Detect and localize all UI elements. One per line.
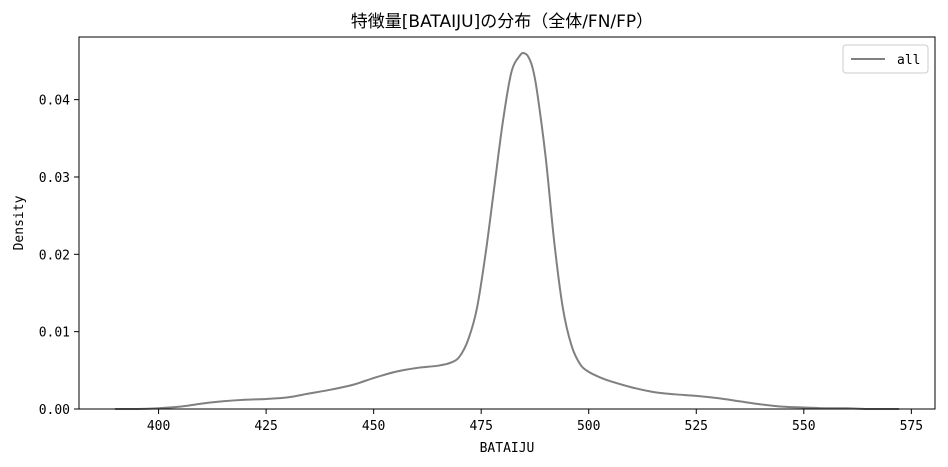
chart-title: 特徴量[BATAIJU]の分布（全体/FN/FP） <box>351 12 653 32</box>
x-tick-label: 475 <box>469 419 492 434</box>
y-axis-ticks: 0.00 0.01 0.02 0.03 0.04 <box>39 94 79 418</box>
x-tick-label: 500 <box>577 419 600 434</box>
series-line-all <box>114 52 900 411</box>
x-axis-label: BATAIJU <box>480 441 535 456</box>
series-layer <box>114 52 900 411</box>
x-tick-label: 425 <box>254 419 277 434</box>
x-axis-ticks: 400 425 450 475 500 525 550 575 <box>147 409 923 434</box>
plot-frame <box>78 36 936 410</box>
y-tick-label: 0.02 <box>39 248 70 263</box>
x-tick-label: 575 <box>900 419 923 434</box>
plot-area <box>78 36 936 411</box>
y-tick-label: 0.03 <box>39 171 70 186</box>
y-axis-label: Density <box>12 195 27 250</box>
legend: all <box>842 44 929 74</box>
legend-label-all: all <box>897 53 920 68</box>
legend-frame <box>842 44 929 74</box>
y-tick-label: 0.00 <box>39 403 70 418</box>
x-tick-label: 550 <box>792 419 815 434</box>
y-tick-label: 0.01 <box>39 326 70 341</box>
x-tick-label: 400 <box>147 419 170 434</box>
x-tick-label: 525 <box>685 419 708 434</box>
x-tick-label: 450 <box>362 419 385 434</box>
y-tick-label: 0.04 <box>39 94 70 109</box>
